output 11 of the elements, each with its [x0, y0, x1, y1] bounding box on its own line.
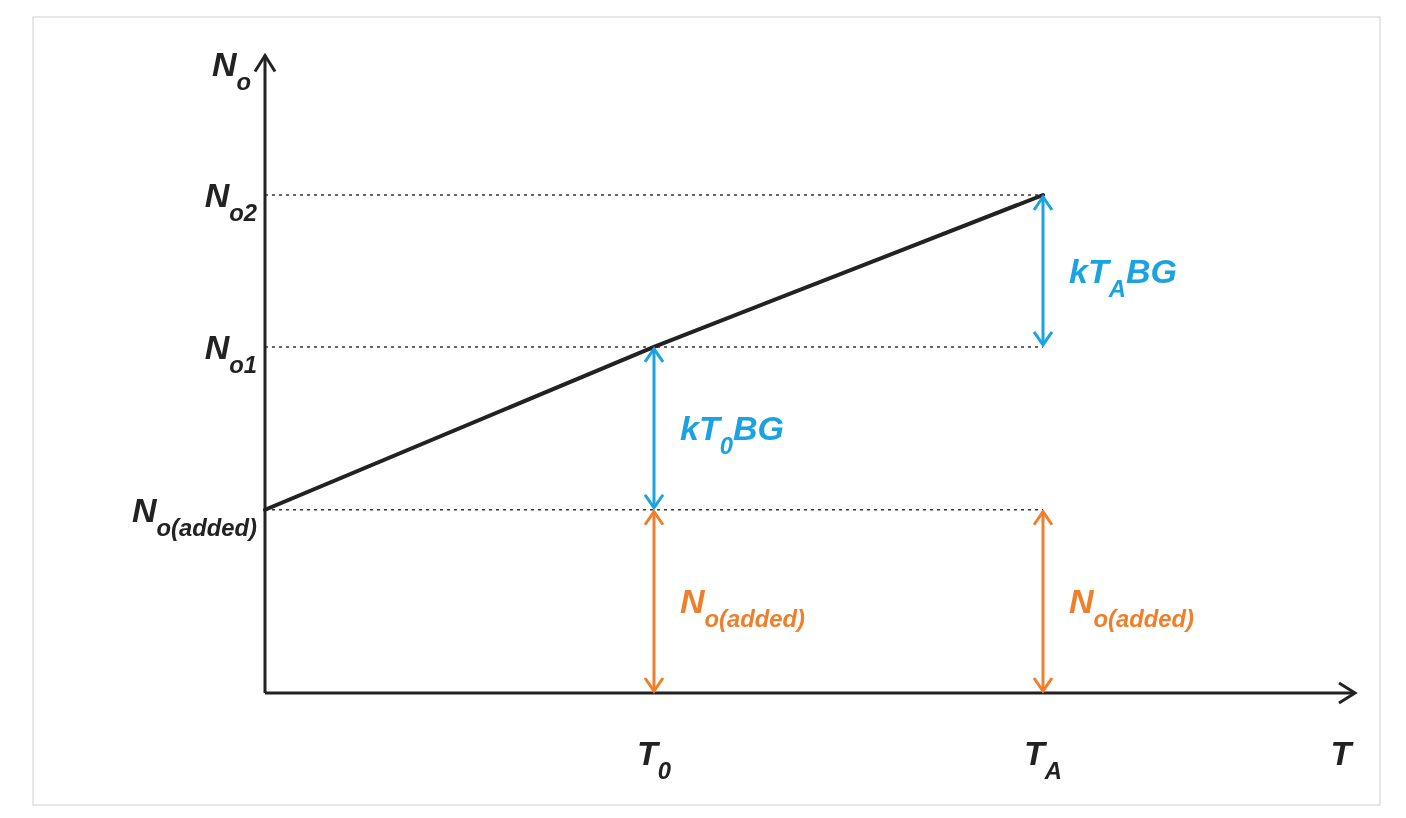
ref-line-label: N$_{o1}$	[204, 327, 257, 378]
annotation: N$_{o(added)}$	[1069, 582, 1195, 632]
y-axis-title: N$_{o}$	[211, 44, 251, 95]
ref-line-label: N$_{o2}$	[204, 176, 257, 226]
annotation: N$_{o(added)}$	[680, 582, 806, 632]
ref-line-label: N$_{o(added)}$	[131, 490, 258, 541]
annotation: kT$_{A}$BG	[1069, 251, 1177, 302]
x-tick-label: T$_{0}$	[636, 734, 672, 784]
text: T	[1330, 734, 1355, 772]
annotation: kT$_{0}$BG	[680, 409, 784, 459]
x-tick-label: T$_{A}$	[1024, 734, 1062, 784]
